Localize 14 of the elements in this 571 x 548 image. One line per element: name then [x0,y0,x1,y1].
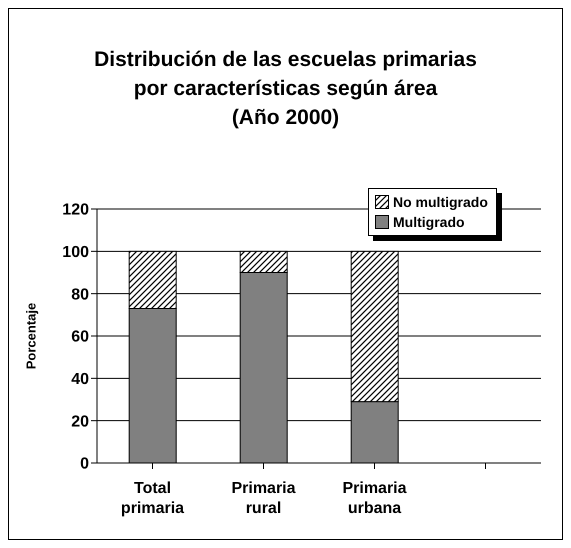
y-tick-label: 80 [71,286,90,304]
y-tick-label: 60 [71,328,90,346]
legend-label: Multigrado [393,214,465,230]
y-tick-label: 100 [62,244,90,262]
x-tick-label: Primaria urbana [342,480,407,517]
chart-title: Distribución de las escuelas primarias por características según área (Año 2000) [93,47,478,131]
legend-label: No multigrado [393,194,488,210]
y-tick-label: 120 [62,202,90,219]
x-tick-label: Total primaria [120,480,184,517]
y-tick-label: 0 [80,456,90,473]
y-tick-label: 40 [71,371,90,388]
x-tick-label: Primaria rural [231,480,296,517]
y-axis-title: Porcentaje [24,302,39,370]
y-tick-label: 20 [71,413,90,430]
